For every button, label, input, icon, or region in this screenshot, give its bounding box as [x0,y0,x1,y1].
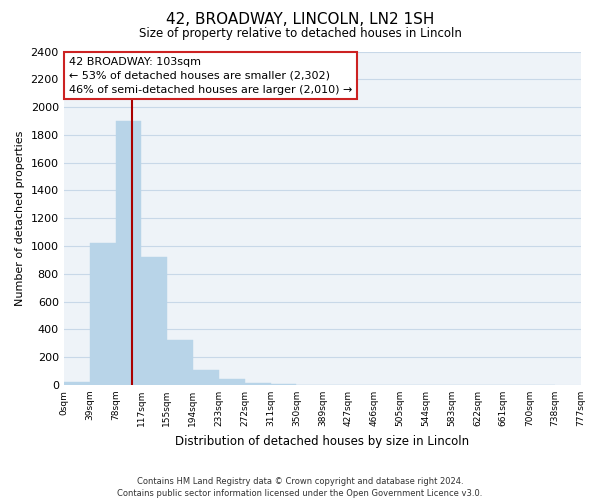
Bar [64,382,89,385]
Y-axis label: Number of detached properties: Number of detached properties [15,130,25,306]
Bar [167,340,193,385]
Text: Contains HM Land Registry data © Crown copyright and database right 2024.
Contai: Contains HM Land Registry data © Crown c… [118,476,482,498]
Bar [89,243,116,385]
Bar [271,384,296,385]
Bar [116,121,142,385]
Bar [193,370,218,385]
X-axis label: Distribution of detached houses by size in Lincoln: Distribution of detached houses by size … [175,434,469,448]
Text: 42, BROADWAY, LINCOLN, LN2 1SH: 42, BROADWAY, LINCOLN, LN2 1SH [166,12,434,28]
Text: Size of property relative to detached houses in Lincoln: Size of property relative to detached ho… [139,28,461,40]
Bar [142,257,167,385]
Bar [218,378,245,385]
Bar [245,383,271,385]
Text: 42 BROADWAY: 103sqm
← 53% of detached houses are smaller (2,302)
46% of semi-det: 42 BROADWAY: 103sqm ← 53% of detached ho… [69,56,352,94]
